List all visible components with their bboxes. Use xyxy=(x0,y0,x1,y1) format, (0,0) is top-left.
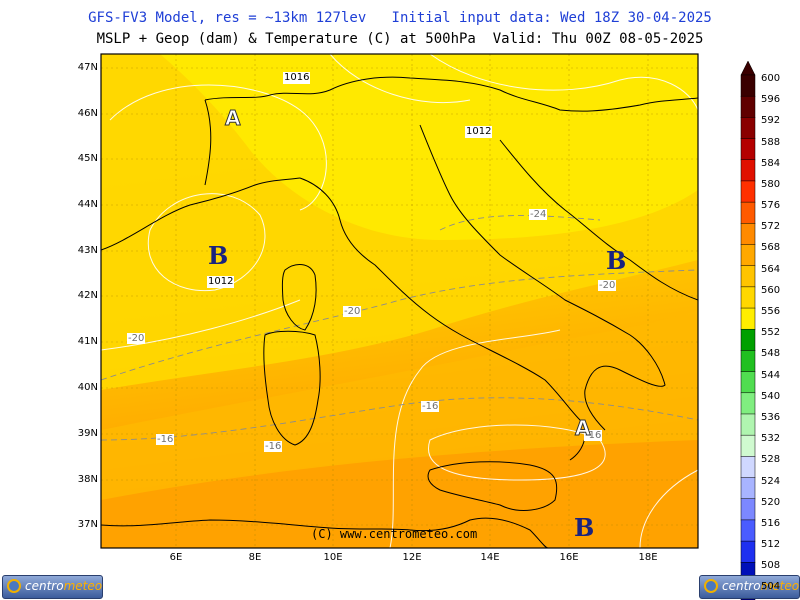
isotherm-label: -16 xyxy=(264,441,283,452)
colorbar-label: 508 xyxy=(761,560,781,572)
colorbar-swatch xyxy=(740,286,756,309)
chart-subtitle: MSLP + Geop (dam) & Temperature (C) at 5… xyxy=(96,31,704,47)
colorbar-label: 540 xyxy=(761,390,781,402)
colorbar-label: 548 xyxy=(761,348,781,360)
globe-icon xyxy=(7,579,21,593)
colorbar-swatch xyxy=(740,138,756,161)
colorbar-label: 588 xyxy=(761,136,781,148)
colorbar-swatch xyxy=(740,456,756,478)
isotherm-label: -16 xyxy=(421,401,440,412)
lon-label: 14E xyxy=(480,552,500,563)
lat-label: 41N xyxy=(77,336,98,347)
low-pressure-symbol: B xyxy=(208,241,229,270)
map-frame xyxy=(100,53,699,549)
colorbar-swatch xyxy=(740,350,756,373)
lat-label: 47N xyxy=(77,62,98,73)
colorbar-swatch xyxy=(740,498,756,521)
colorbar-swatch xyxy=(740,477,756,500)
colorbar-swatch xyxy=(740,265,756,288)
colorbar-swatch xyxy=(740,328,756,351)
isotherm-label: -20 xyxy=(127,333,146,344)
lat-label: 43N xyxy=(77,245,98,256)
lon-label: 6E xyxy=(169,552,183,563)
isobars xyxy=(101,54,698,548)
colorbar-label: 512 xyxy=(761,539,781,551)
lat-label: 38N xyxy=(77,474,98,485)
colorbar-label: 560 xyxy=(761,284,781,296)
lat-label: 45N xyxy=(77,153,98,164)
colorbar-top-arrow xyxy=(740,60,756,76)
lat-label: 37N xyxy=(77,519,98,530)
colorbar-swatch xyxy=(740,74,756,97)
colorbar-label: 592 xyxy=(761,115,781,127)
model-info-title: GFS-FV3 Model, res = ~13km 127lev Initia… xyxy=(88,10,712,26)
low-pressure-symbol: B xyxy=(574,513,595,542)
coastlines xyxy=(101,76,698,548)
isobar-label: 1016 xyxy=(283,72,311,84)
colorbar-swatch xyxy=(740,95,756,118)
globe-icon xyxy=(704,579,718,593)
high-pressure-symbol: A xyxy=(224,106,241,130)
colorbar-swatch xyxy=(740,244,756,267)
lon-label: 16E xyxy=(559,552,579,563)
colorbar-swatch xyxy=(740,519,756,542)
colorbar-label: 524 xyxy=(761,475,781,487)
lat-label: 39N xyxy=(77,428,98,439)
colorbar-swatch xyxy=(740,159,756,182)
isobar-label: 1012 xyxy=(207,276,235,288)
lon-label: 8E xyxy=(248,552,262,563)
colorbar-label: 580 xyxy=(761,178,781,190)
colorbar-label: 552 xyxy=(761,327,781,339)
isotherm-label: -24 xyxy=(529,209,548,220)
isotherms xyxy=(101,215,698,441)
lon-label: 10E xyxy=(323,552,343,563)
colorbar-label: 596 xyxy=(761,94,781,106)
colorbar-label: 532 xyxy=(761,433,781,445)
colorbar-swatch xyxy=(740,371,756,394)
copyright-text: (C) www.centrometeo.com xyxy=(311,527,478,541)
lat-label: 46N xyxy=(77,108,98,119)
grid-lines xyxy=(101,54,698,548)
lat-label: 42N xyxy=(77,290,98,301)
high-pressure-symbol: A xyxy=(574,416,591,440)
colorbar-label: 568 xyxy=(761,242,781,254)
colorbar-label: 600 xyxy=(761,73,781,84)
colorbar-swatch xyxy=(740,180,756,203)
colorbar-label: 584 xyxy=(761,157,781,169)
isobar-label: 1012 xyxy=(465,126,493,138)
colorbar-swatch xyxy=(740,201,756,224)
colorbar-label: 528 xyxy=(761,454,781,466)
colorbar-label: 572 xyxy=(761,221,781,233)
colorbar-swatch xyxy=(740,434,756,457)
colorbar-swatch xyxy=(740,307,756,330)
lat-label: 40N xyxy=(77,382,98,393)
colorbar-label: 544 xyxy=(761,369,781,381)
colorbar-swatch xyxy=(740,413,756,436)
isotherm-label: -16 xyxy=(584,430,603,441)
colorbar-label: 520 xyxy=(761,496,781,508)
lon-label: 12E xyxy=(402,552,422,563)
isotherm-label: -20 xyxy=(343,306,362,317)
colorbar-label: 516 xyxy=(761,517,781,529)
colorbar-label: 504 xyxy=(761,581,781,593)
centrometeo-logo-left[interactable]: centrometeo xyxy=(2,575,103,599)
isotherm-label: -20 xyxy=(598,280,617,291)
geopotential-572-area xyxy=(101,440,698,548)
isotherm-label: -16 xyxy=(156,434,175,445)
low-pressure-symbol: B xyxy=(606,246,627,275)
colorbar-swatch xyxy=(740,117,756,140)
centrometeo-logo-right[interactable]: centrometeo xyxy=(699,575,800,599)
lat-label: 44N xyxy=(77,199,98,210)
colorbar-label: 536 xyxy=(761,411,781,423)
colorbar-swatch xyxy=(740,392,756,415)
colorbar xyxy=(740,60,756,600)
colorbar-label: 556 xyxy=(761,306,781,318)
colorbar-swatch xyxy=(740,540,756,563)
colorbar-label: 564 xyxy=(761,263,781,275)
colorbar-label: 576 xyxy=(761,200,781,212)
colorbar-swatch xyxy=(740,223,756,245)
lon-label: 18E xyxy=(638,552,658,563)
